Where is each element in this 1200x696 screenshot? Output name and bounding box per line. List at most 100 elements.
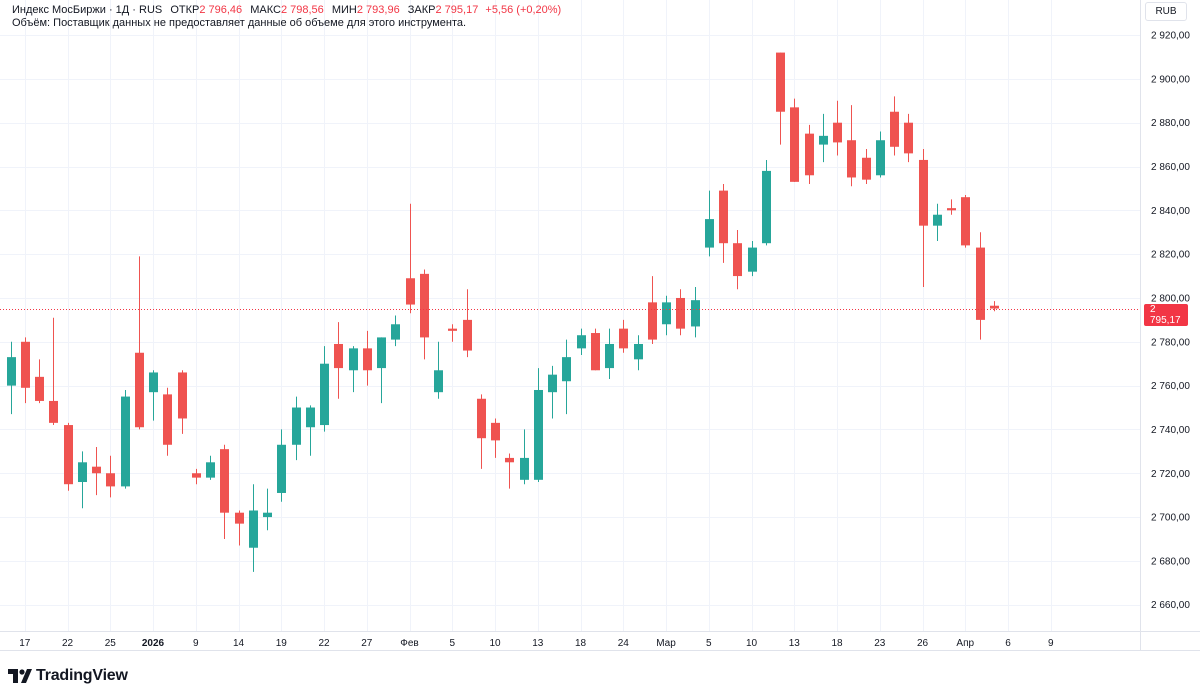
candle-body [762,170,771,244]
candle-body [790,107,799,182]
candle-body [448,328,457,331]
candle-body [178,372,187,419]
x-tick-label: 26 [917,638,929,649]
y-tick-label: 2 780,00 [1151,337,1190,348]
y-tick-label: 2 860,00 [1151,162,1190,173]
candle-body [334,343,343,369]
candle-body [49,400,58,423]
change-value: +5,56 (+0,20%) [485,4,562,16]
y-tick-label: 2 700,00 [1151,513,1190,524]
candle-body [477,398,486,439]
open-value: 2 796,46 [199,4,243,16]
candle-body [64,425,73,485]
x-tick-label: 22 [62,638,74,649]
tradingview-logo[interactable]: TradingView [8,666,128,686]
candle-body [349,348,358,371]
candle-body [306,407,315,428]
symbol-label: Индекс МосБиржи · 1Д · RUS [12,4,163,16]
y-tick-label: 2 920,00 [1151,31,1190,42]
candle-body [21,341,30,388]
candle-body [990,305,999,309]
candle-body [591,333,600,371]
candle-body [135,352,144,428]
tradingview-logo-icon [8,669,32,683]
x-tick-label: 5 [449,638,455,649]
candle-body [676,297,685,329]
candle-body [406,278,415,305]
countdown-timer: 08:56:28 [1150,325,1189,337]
candle-body [377,337,386,369]
candle-body [292,407,301,445]
candle-body [619,328,628,349]
candle-body [548,374,557,393]
candle-body [434,370,443,393]
currency-button[interactable]: RUB [1145,2,1187,21]
x-tick-label: Апр [956,638,974,649]
x-tick-label: 22 [318,638,330,649]
candle-body [961,197,970,246]
candle-body [263,512,272,518]
x-tick-label: 14 [233,638,245,649]
x-tick-label: 5 [706,638,712,649]
candle-body [220,449,229,513]
candle-body [976,247,985,320]
volume-note: Объём: Поставщик данных не предоставляет… [12,17,467,29]
candle-body [420,273,429,338]
x-tick-label: 27 [361,638,373,649]
candle-body [719,190,728,244]
x-tick-label: 17 [19,638,31,649]
x-tick-label: 9 [193,638,199,649]
y-tick-label: 2 680,00 [1151,556,1190,567]
x-tick-label: 9 [1048,638,1054,649]
candle-body [776,52,785,112]
y-tick-label: 2 880,00 [1151,118,1190,129]
candle-body [192,473,201,478]
high-label: МАКС [250,4,281,16]
logo-text: TradingView [36,667,128,684]
candle-body [748,247,757,272]
candle-body [7,357,16,386]
last-price-value: 2 795,17 [1150,303,1181,326]
low-label: МИН [331,4,357,16]
candle-body [648,302,657,340]
ohlc-legend: Индекс МосБиржи · 1Д · RUS ОТКР2 796,46 … [12,4,561,17]
y-tick-label: 2 800,00 [1151,293,1190,304]
candle-body [320,363,329,426]
open-label: ОТКР [170,4,200,16]
candle-body [78,462,87,483]
candle-body [833,122,842,143]
candle-body [149,372,158,393]
x-tick-label: 18 [575,638,587,649]
x-tick-label: 19 [276,638,288,649]
candle-body [277,444,286,493]
candle-body [662,302,671,325]
candle-body [819,135,828,145]
y-tick-label: 2 660,00 [1151,600,1190,611]
candle-body [634,343,643,360]
candle-body [391,324,400,340]
y-tick-label: 2 740,00 [1151,425,1190,436]
x-tick-label: 25 [105,638,117,649]
candle-body [363,348,372,371]
candle-body [35,376,44,401]
x-tick-label: 2026 [142,638,165,649]
y-tick-label: 2 900,00 [1151,74,1190,85]
high-value: 2 798,56 [280,4,324,16]
last-price-tag: 2 795,17 08:56:28 [1144,303,1189,337]
candle-body [121,396,130,487]
candle-body [890,111,899,147]
y-tick-label: 2 720,00 [1151,469,1190,480]
x-tick-label: 13 [789,638,801,649]
candle-body [534,389,543,480]
candle-body [163,394,172,445]
candle-body [876,140,885,176]
y-tick-label: 2 820,00 [1151,250,1190,261]
candle-body [847,140,856,178]
candle-body [933,214,942,226]
candle-body [904,122,913,154]
x-tick-label: Фев [400,638,418,649]
y-tick-label: 2 760,00 [1151,381,1190,392]
low-value: 2 793,96 [356,4,400,16]
x-tick-label: 10 [489,638,501,649]
